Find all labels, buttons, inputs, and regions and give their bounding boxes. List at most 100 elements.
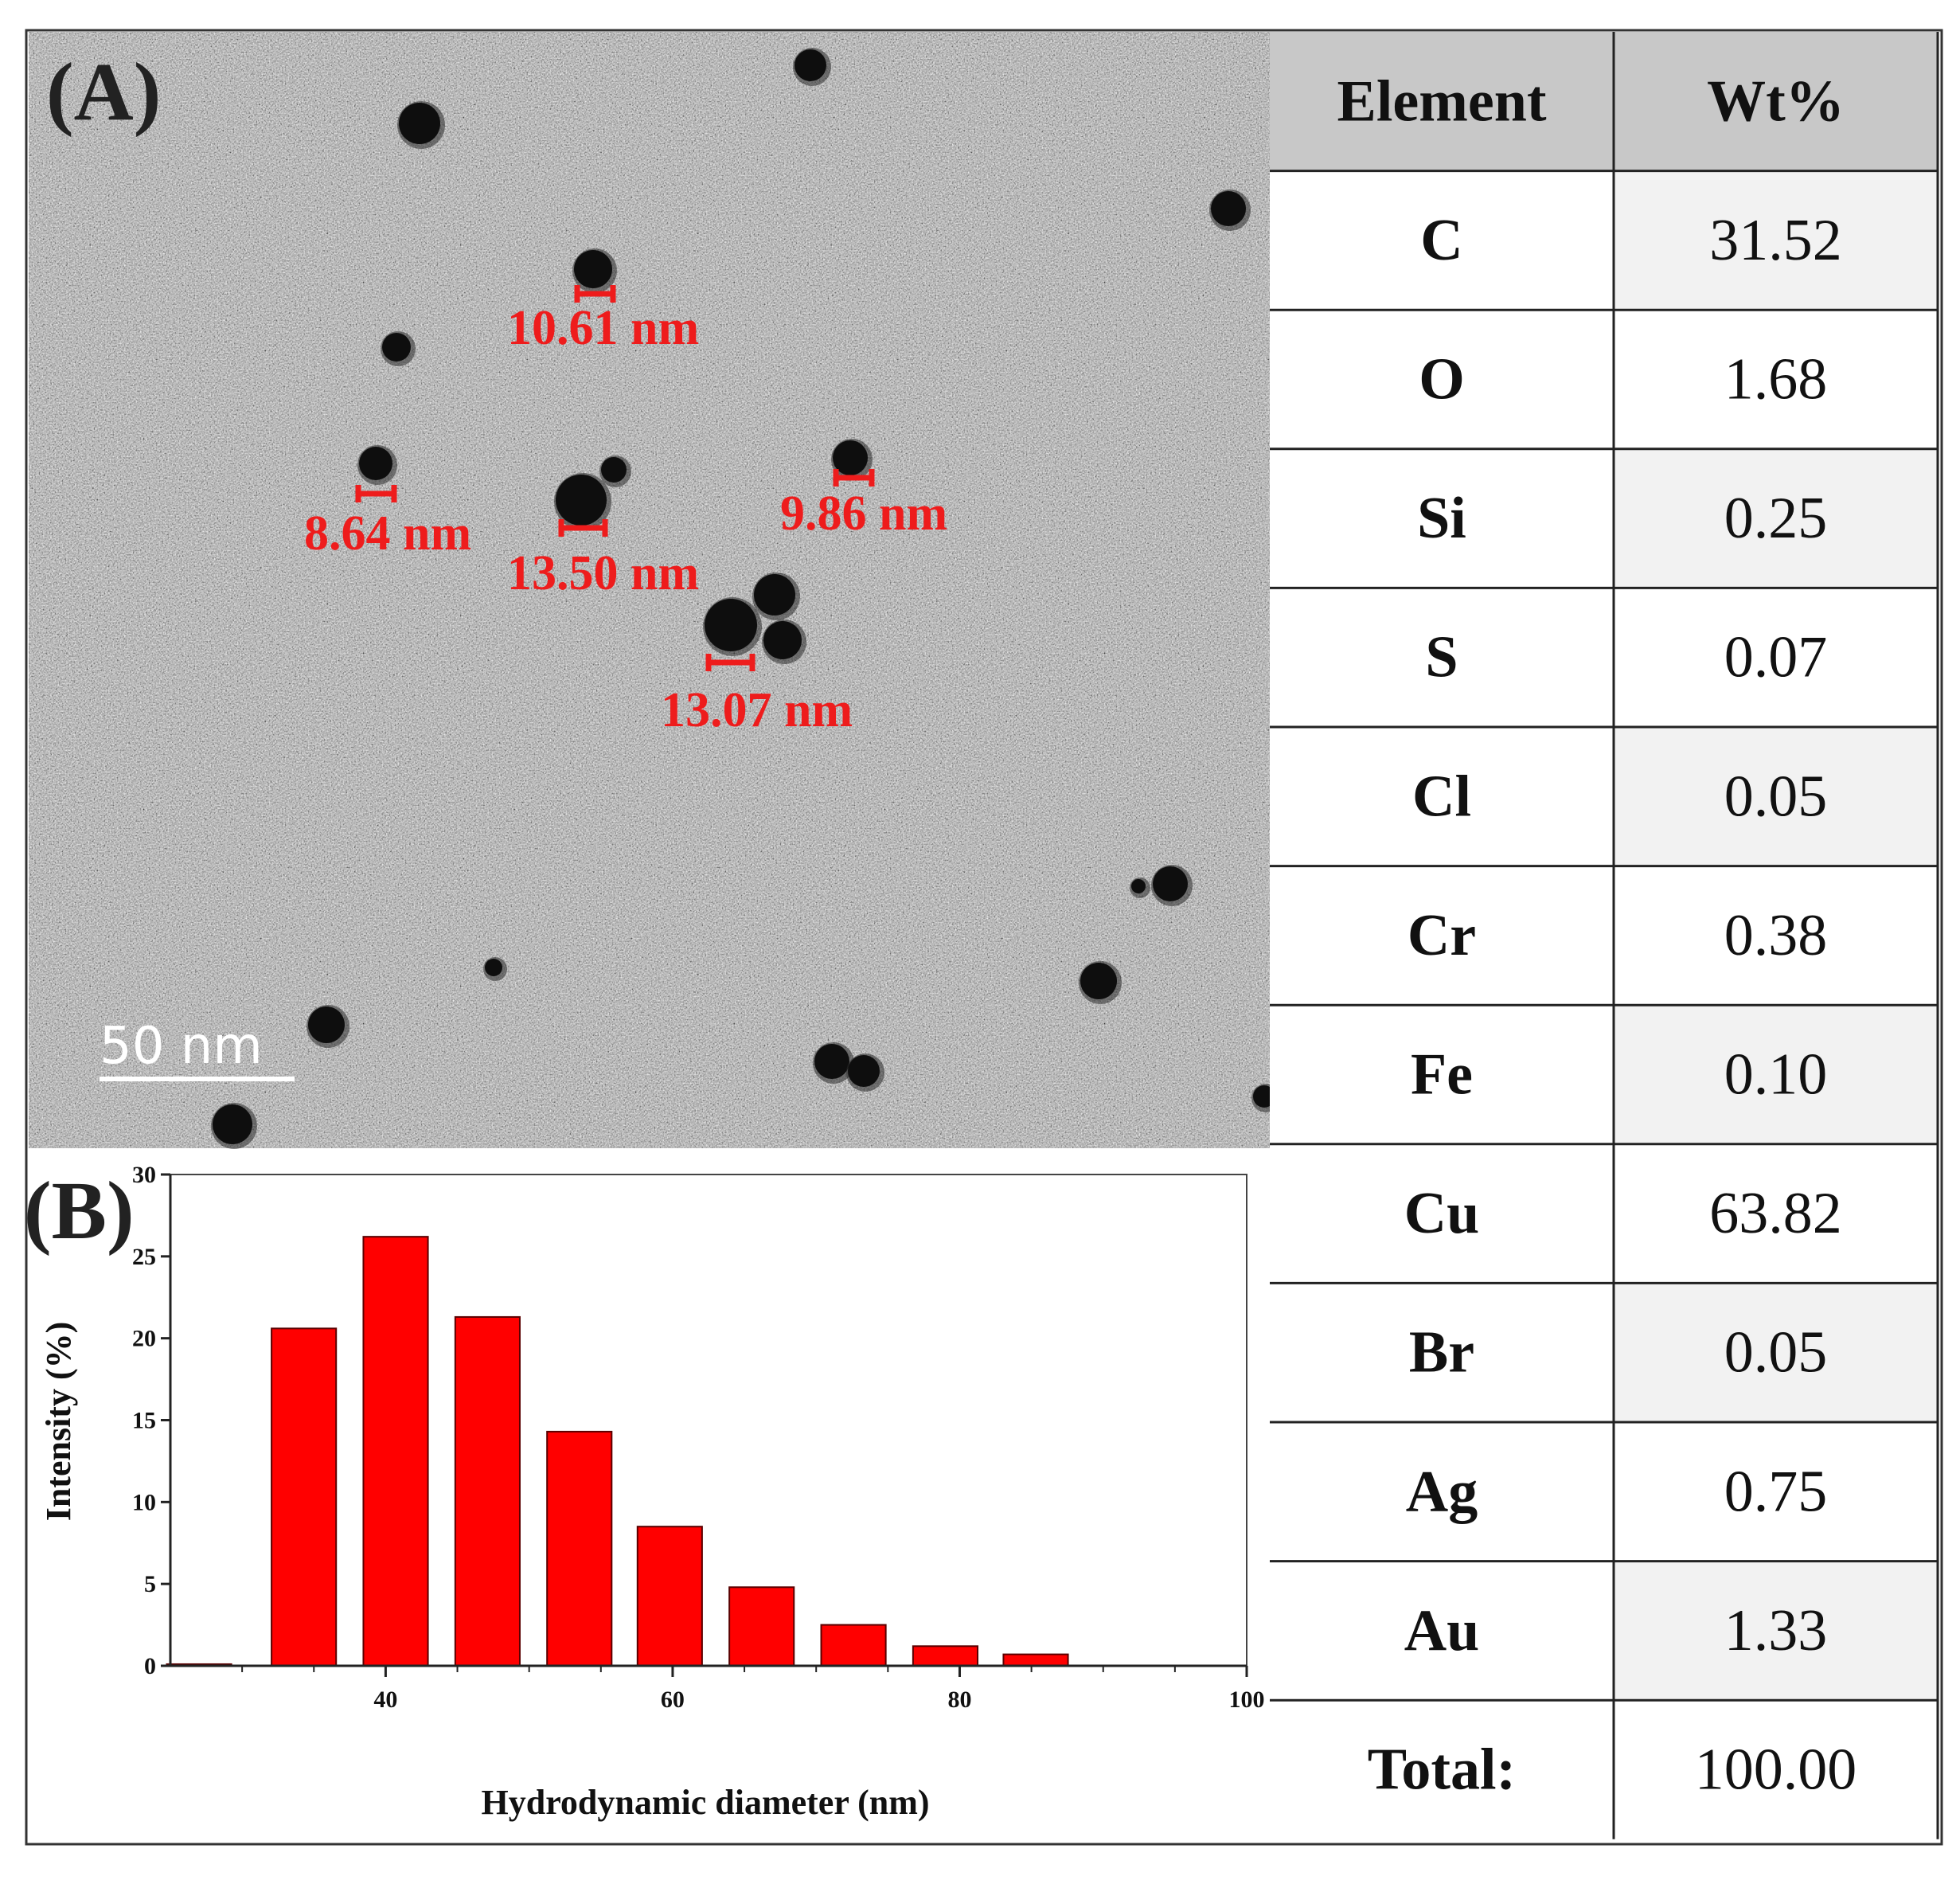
wt-cell: 0.07 <box>1724 625 1828 690</box>
nanoparticle <box>1211 191 1246 226</box>
composition-table: Element Wt% C 31.52 O 1.68 Si 0.25 S 0.07 Cl 0.05 Cr… <box>1270 32 1939 1839</box>
element-cell: Br <box>1409 1320 1474 1386</box>
element-cell: O <box>1419 347 1465 412</box>
y-tick-label: 25 <box>132 1244 156 1270</box>
panel-label-b: (B) <box>24 1165 135 1257</box>
bar <box>454 1315 521 1667</box>
bar <box>1002 1653 1069 1667</box>
table-cell-bg <box>1614 1561 1938 1701</box>
x-tick-label: 80 <box>947 1687 971 1713</box>
wt-cell: 0.05 <box>1724 764 1828 829</box>
panel-label-a: (A) <box>46 46 161 138</box>
element-cell: Fe <box>1411 1042 1473 1108</box>
nanoparticle <box>1131 879 1146 893</box>
x-tick-label: 100 <box>1229 1687 1265 1713</box>
x-tick-label: 40 <box>373 1687 397 1713</box>
y-tick-label: 5 <box>144 1571 156 1597</box>
total-label: Total: <box>1368 1737 1516 1803</box>
bar <box>728 1586 795 1667</box>
y-tick-label: 30 <box>132 1162 156 1188</box>
measurement-bars <box>355 285 875 671</box>
nanoparticle <box>213 1104 252 1144</box>
bar <box>636 1526 703 1667</box>
nanoparticle <box>485 959 502 976</box>
table-cell-bg <box>1614 448 1938 588</box>
bar <box>546 1430 613 1667</box>
x-tick-label: 60 <box>661 1687 685 1713</box>
table-cell-bg <box>1614 310 1938 449</box>
wt-cell: 0.10 <box>1724 1042 1828 1108</box>
nanoparticle <box>1080 963 1117 999</box>
header-element: Element <box>1337 68 1546 134</box>
x-axis-title: Hydrodynamic diameter (nm) <box>482 1783 930 1822</box>
table-cell-bg <box>1614 170 1938 311</box>
table-cell-bg <box>1614 866 1938 1006</box>
figure-frame <box>25 29 1943 1846</box>
measure-label-5: 13.07 nm <box>661 683 853 737</box>
bar <box>820 1624 887 1667</box>
table-cell-bg <box>1270 588 1614 727</box>
nanoparticle <box>705 599 757 651</box>
nanoparticle <box>308 1006 345 1043</box>
table-cell-bg <box>1270 170 1614 311</box>
table-header-row <box>1270 32 1938 171</box>
nanoparticle <box>359 447 392 480</box>
measure-label-3: 13.50 nm <box>507 546 699 600</box>
table-cell-bg <box>1270 1561 1614 1701</box>
element-cell: Au <box>1404 1598 1480 1663</box>
element-cell: Ag <box>1406 1459 1478 1524</box>
size-distribution-chart: 0 5 10 15 20 25 30 40 60 80 100 Hydrodynamic diam… <box>24 1162 1265 1822</box>
wt-cell: 0.25 <box>1724 486 1828 551</box>
nanoparticle <box>574 250 612 288</box>
measure-label-2: 8.64 nm <box>304 506 471 561</box>
nanoparticle <box>399 103 440 144</box>
element-cell: Cr <box>1408 903 1476 968</box>
wt-cell: 0.38 <box>1724 903 1828 968</box>
nanoparticle <box>814 1044 849 1079</box>
table-cell-bg <box>1270 310 1614 449</box>
element-cell: Cu <box>1404 1181 1480 1246</box>
measure-label-4: 9.86 nm <box>780 487 947 541</box>
wt-cell: 0.05 <box>1724 1320 1828 1386</box>
element-cell: Si <box>1417 486 1466 551</box>
element-cell: Cl <box>1412 764 1471 829</box>
table-cell-bg <box>1270 448 1614 588</box>
wt-cell: 31.52 <box>1709 208 1842 273</box>
scale-bar-label: 50 nm <box>100 1017 263 1076</box>
wt-cell: 1.68 <box>1724 347 1828 412</box>
element-cell: C <box>1420 208 1462 273</box>
table-cell-bg <box>1614 1283 1938 1422</box>
table-cell-bg <box>1614 1143 1938 1284</box>
wt-cell: 1.33 <box>1724 1598 1828 1663</box>
table-cell-bg <box>1270 727 1614 866</box>
bars <box>166 1236 1069 1667</box>
table-cell-bg <box>1270 1005 1614 1144</box>
y-axis: 0 5 10 15 20 25 30 <box>132 1162 172 1679</box>
nanoparticle <box>382 333 411 362</box>
table-cell-bg <box>1614 727 1938 866</box>
y-tick-label: 15 <box>132 1408 156 1434</box>
y-tick-label: 20 <box>132 1326 156 1352</box>
table-cell-bg <box>1614 1005 1938 1144</box>
table-cell-bg <box>1270 1283 1614 1422</box>
element-cell: S <box>1425 625 1458 690</box>
y-tick-label: 0 <box>144 1653 156 1679</box>
x-axis: 40 60 80 100 <box>170 1664 1265 1713</box>
bar <box>912 1645 979 1667</box>
nanoparticles <box>211 48 1280 1149</box>
nanoparticle <box>848 1055 880 1087</box>
table-cell-bg <box>1614 1422 1938 1561</box>
tem-image-panel: 10.61 nm 8.64 nm 13.50 nm 9.86 nm 13.07 … <box>29 32 1280 1149</box>
table-cell-bg <box>1270 1422 1614 1561</box>
wt-cell: 63.82 <box>1709 1181 1842 1246</box>
wt-cell: 0.75 <box>1724 1459 1828 1524</box>
plot-area <box>170 1174 1247 1667</box>
nanoparticle <box>1153 866 1188 901</box>
bar <box>271 1327 338 1667</box>
total-value: 100.00 <box>1695 1737 1857 1803</box>
header-wt: Wt% <box>1707 68 1845 134</box>
bar <box>362 1236 429 1667</box>
table-cell-bg <box>1270 866 1614 1006</box>
y-tick-label: 10 <box>132 1489 156 1515</box>
